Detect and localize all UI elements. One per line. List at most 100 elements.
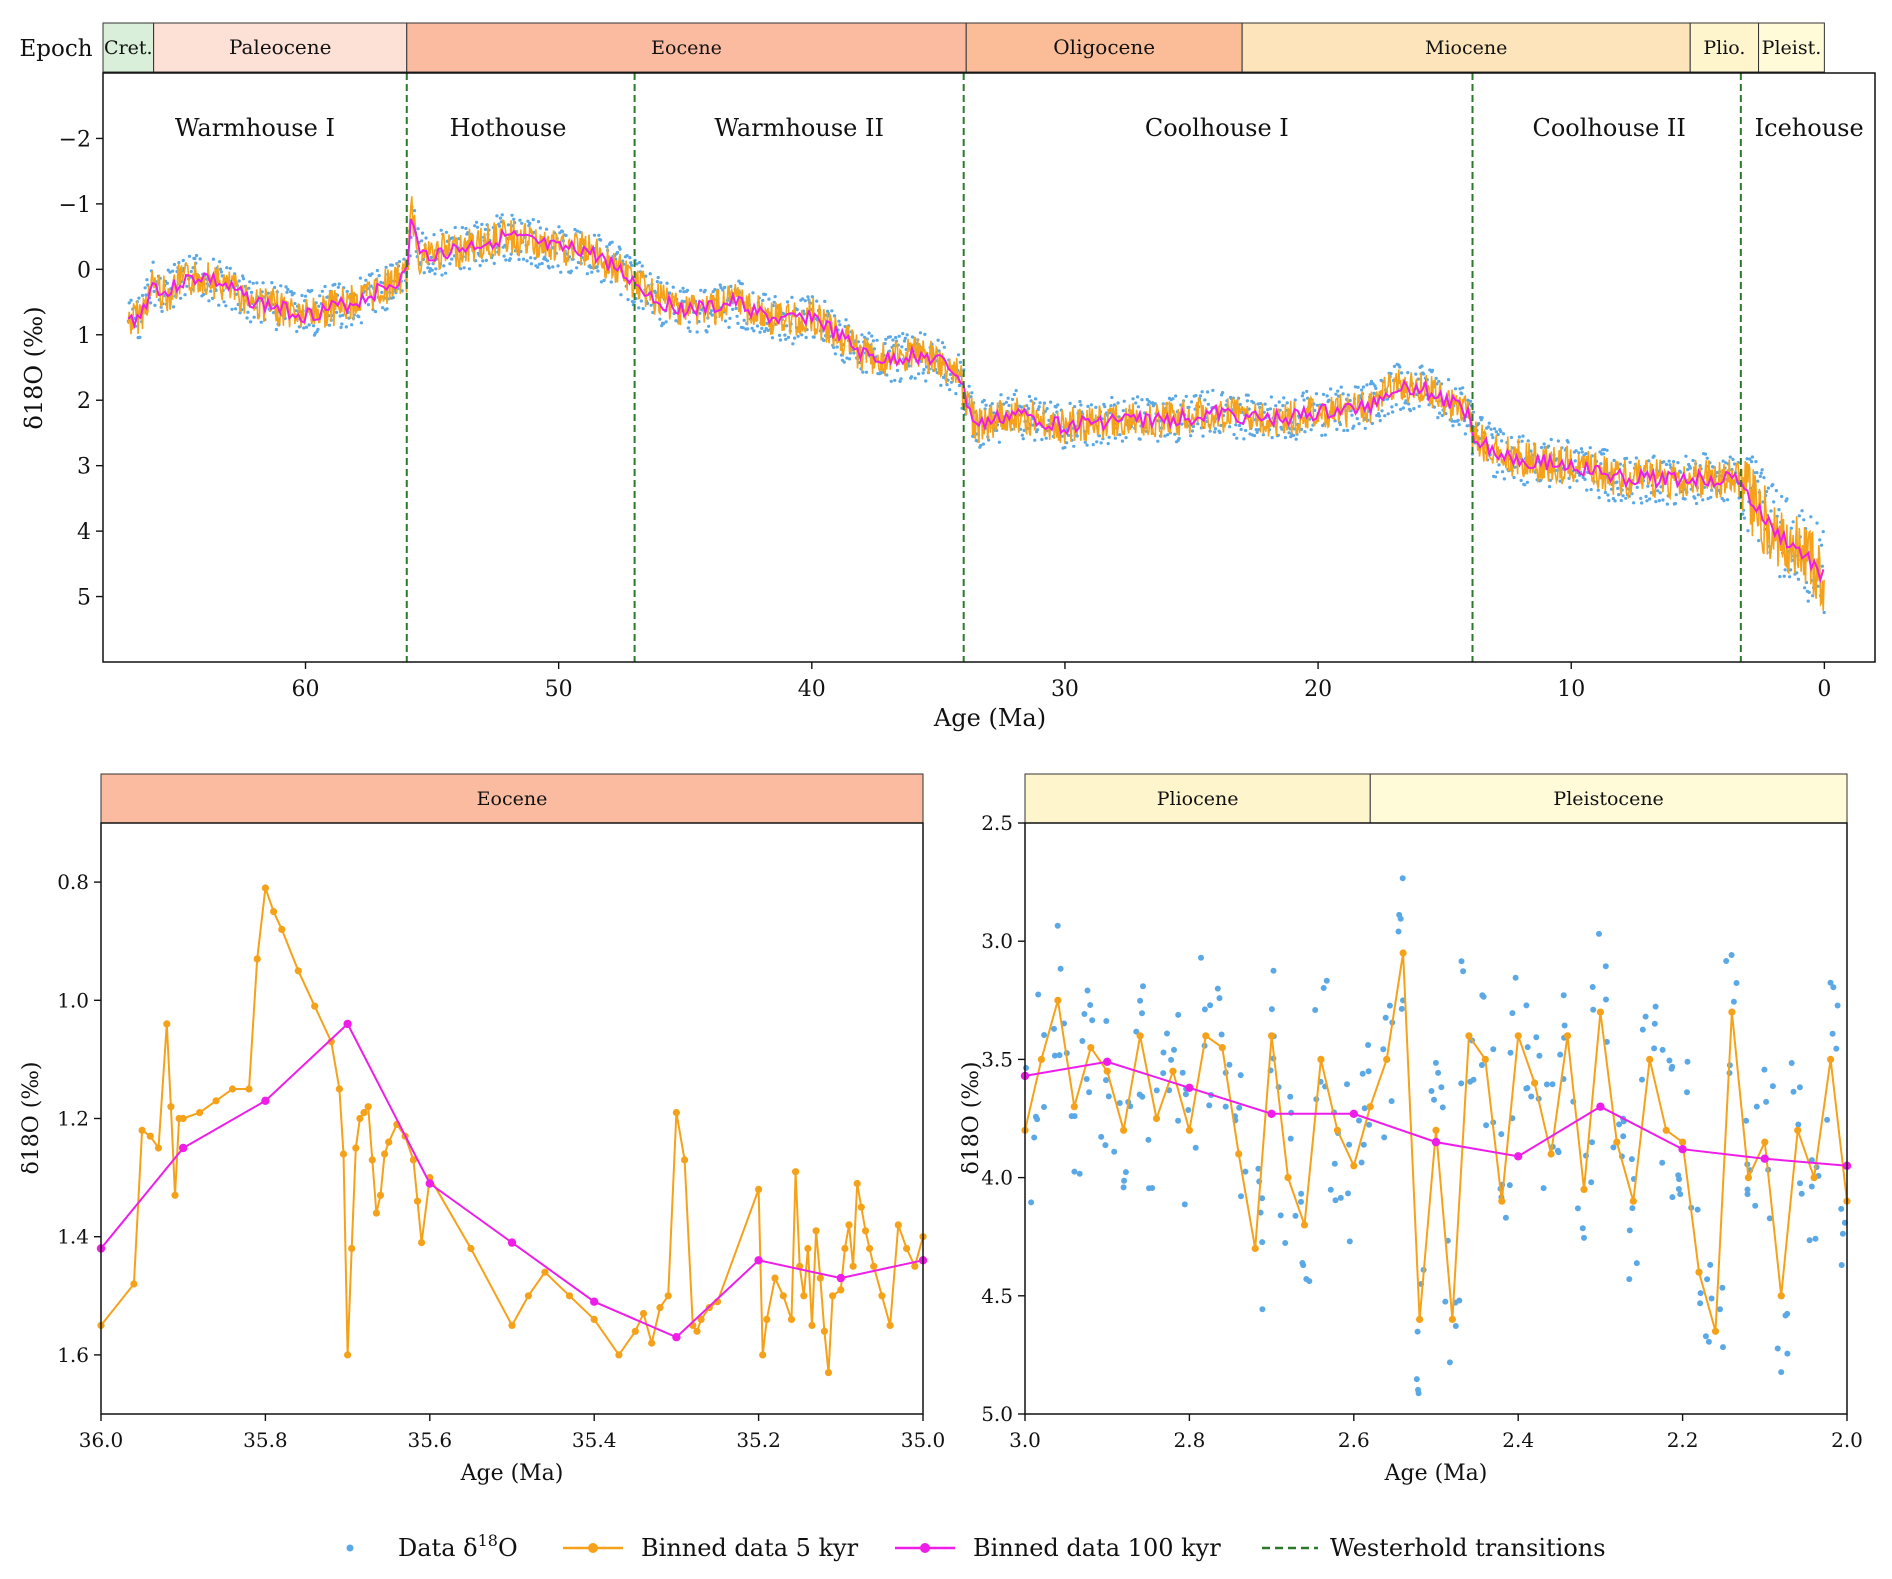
bottom-right-y-axis-label: δ18O (‰) — [959, 1062, 984, 1175]
bottom-right-bin5-point — [1531, 1079, 1539, 1087]
bottom-right-bin100-point — [1349, 1109, 1359, 1119]
bottom-right-bin100-point — [1678, 1145, 1687, 1154]
bottom-right-data-point — [1528, 1093, 1535, 1100]
bottom-right-xtick-label-1: 2.8 — [1173, 1428, 1205, 1452]
bottom-right-bin5-point — [1169, 1067, 1177, 1075]
bottom-right-data-point — [1452, 1323, 1459, 1329]
bottom-right-data-point — [1720, 1344, 1726, 1351]
bottom-right-data-point — [1502, 1214, 1509, 1221]
bottom-left-xtick-label-5: 35.0 — [901, 1428, 946, 1452]
bottom-left-bin5-point — [911, 1262, 919, 1270]
top-ytick-label-4: 2 — [77, 389, 91, 414]
bottom-right-data-point — [1068, 1113, 1075, 1120]
epoch-box-3 — [965, 22, 1243, 73]
top-ytick-label-0: −2 — [59, 127, 91, 152]
bottom-right-bin5-point — [1547, 1150, 1555, 1158]
bottom-left-bin5-point — [154, 1144, 163, 1152]
bottom-right-bin5-point — [1350, 1162, 1358, 1170]
epoch-box-2 — [406, 22, 967, 73]
bottom-left-bin5-point — [196, 1109, 204, 1117]
bottom-left-bin5-point — [648, 1339, 656, 1347]
bottom-right-data-point — [1255, 1165, 1262, 1172]
bottom-right-bin5-point — [1333, 1126, 1341, 1134]
bottom-right-data-point — [1442, 1298, 1449, 1305]
bottom-right-data-series — [1020, 875, 1852, 1397]
bottom-right-data-point — [1287, 1093, 1294, 1100]
bottom-right-data-point — [1651, 1045, 1658, 1052]
bottom-right-data-point — [1365, 1042, 1372, 1048]
bottom-right-data-point — [1702, 1333, 1709, 1340]
bottom-right-data-point — [1798, 1190, 1805, 1197]
bottom-right-data-point — [1298, 1198, 1304, 1205]
bottom-right-x-axis-ticks: 3.0 2.8 2.6 2.4 2.2 2.0 — [1009, 1414, 1863, 1452]
bottom-right-bin5-point — [1481, 1055, 1489, 1063]
bottom-right-bin5-point — [1202, 1032, 1210, 1040]
bottom-right-data-point — [1797, 1180, 1803, 1187]
bottom-right-data-point — [1743, 1117, 1750, 1124]
bottom-right-bin5-point — [1317, 1055, 1325, 1063]
bottom-right-data-point — [1574, 1205, 1581, 1212]
top-x-axis-ticks: 60 50 40 30 20 10 0 — [292, 662, 1831, 702]
bottom-left-bin5-point — [294, 967, 302, 975]
bottom-right-data-point — [1744, 1186, 1751, 1193]
bottom-right-bin5-point — [1596, 1008, 1604, 1016]
bottom-right-data-point — [1536, 1052, 1543, 1059]
bottom-right-data-point — [1708, 1295, 1715, 1302]
bottom-left-bin5-point — [870, 1262, 878, 1270]
bottom-right-bin5-point — [1514, 1032, 1522, 1040]
bottom-right-data-point — [1103, 1077, 1109, 1084]
bottom-left-bin5-point — [335, 1085, 343, 1093]
bottom-right-bin5-point — [1728, 1008, 1736, 1016]
bottom-left-epoch-bar: Eocene — [100, 773, 924, 824]
bottom-right-data-point — [1829, 1030, 1836, 1037]
epoch-label-5: Plio. — [1703, 37, 1745, 59]
bottom-left-bin5-point — [763, 1315, 771, 1323]
bottom-right-data-point — [1483, 1122, 1490, 1129]
bottom-left-bin5-point — [759, 1351, 767, 1359]
top-ytick-label-7: 5 — [77, 586, 91, 611]
bottom-right-data-point — [1287, 1135, 1294, 1142]
top-ytick-label-3: 1 — [77, 324, 91, 349]
bottom-right-data-point — [1034, 1116, 1041, 1123]
bottom-right-data-point — [1103, 1018, 1110, 1024]
bottom-right-data-point — [1626, 1227, 1633, 1234]
bottom-left-bin5-line — [100, 887, 924, 1373]
bottom-right-data-point — [1812, 1235, 1819, 1242]
bottom-left-bin5-point — [171, 1191, 179, 1199]
bottom-right-data-point — [1784, 1350, 1791, 1357]
bottom-right-data-point — [1320, 985, 1327, 991]
bottom-left-x-axis-label: Age (Ma) — [460, 1461, 564, 1486]
bottom-right-data-point — [1041, 1104, 1047, 1110]
bottom-left-bin5-point — [664, 1292, 672, 1300]
bottom-right-data-point — [1086, 1089, 1093, 1096]
bottom-right-data-point — [1201, 1006, 1208, 1013]
bottom-left-x-axis-ticks: 36.0 35.8 35.6 35.4 35.2 35.0 — [79, 1414, 946, 1452]
bottom-right-data-point — [1603, 1038, 1610, 1045]
bottom-right-data-point — [1774, 1345, 1781, 1352]
bottom-right-bin5-point — [1448, 1315, 1456, 1323]
bottom-left-xtick-label-2: 35.6 — [408, 1428, 453, 1452]
bottom-left-bin100-line — [100, 1022, 924, 1339]
climate-state-label-3: Coolhouse I — [1145, 114, 1289, 142]
bottom-right-bin5-point — [1103, 1067, 1111, 1075]
bottom-left-bin5-point — [866, 1244, 874, 1253]
bottom-right-data-point — [1668, 1065, 1675, 1072]
bottom-right-data-point — [1414, 1328, 1421, 1335]
bottom-right-data-point — [1105, 1093, 1112, 1100]
bottom-left-bin5-point — [467, 1244, 475, 1253]
bottom-right-data-point — [1175, 1117, 1182, 1124]
top-data-series — [126, 196, 1826, 615]
bottom-right-data-point — [1332, 1197, 1339, 1204]
bottom-right-data-point — [1717, 1306, 1723, 1313]
bottom-right-data-point — [1360, 1141, 1367, 1148]
bottom-left-bin5-point — [413, 1197, 422, 1205]
bottom-left-bin5-point — [903, 1244, 911, 1253]
bottom-right-data-point — [1651, 1020, 1658, 1027]
bottom-left-bin100-point — [836, 1273, 845, 1283]
bottom-right-data-point — [1365, 1068, 1372, 1075]
bottom-right-xtick-label-2: 2.6 — [1338, 1428, 1370, 1452]
bottom-right-data-point — [1507, 1049, 1514, 1056]
bottom-right-data-point — [1560, 992, 1567, 999]
bottom-right-bin5-point — [1416, 1315, 1424, 1323]
bottom-right-data-point — [1238, 1193, 1244, 1200]
